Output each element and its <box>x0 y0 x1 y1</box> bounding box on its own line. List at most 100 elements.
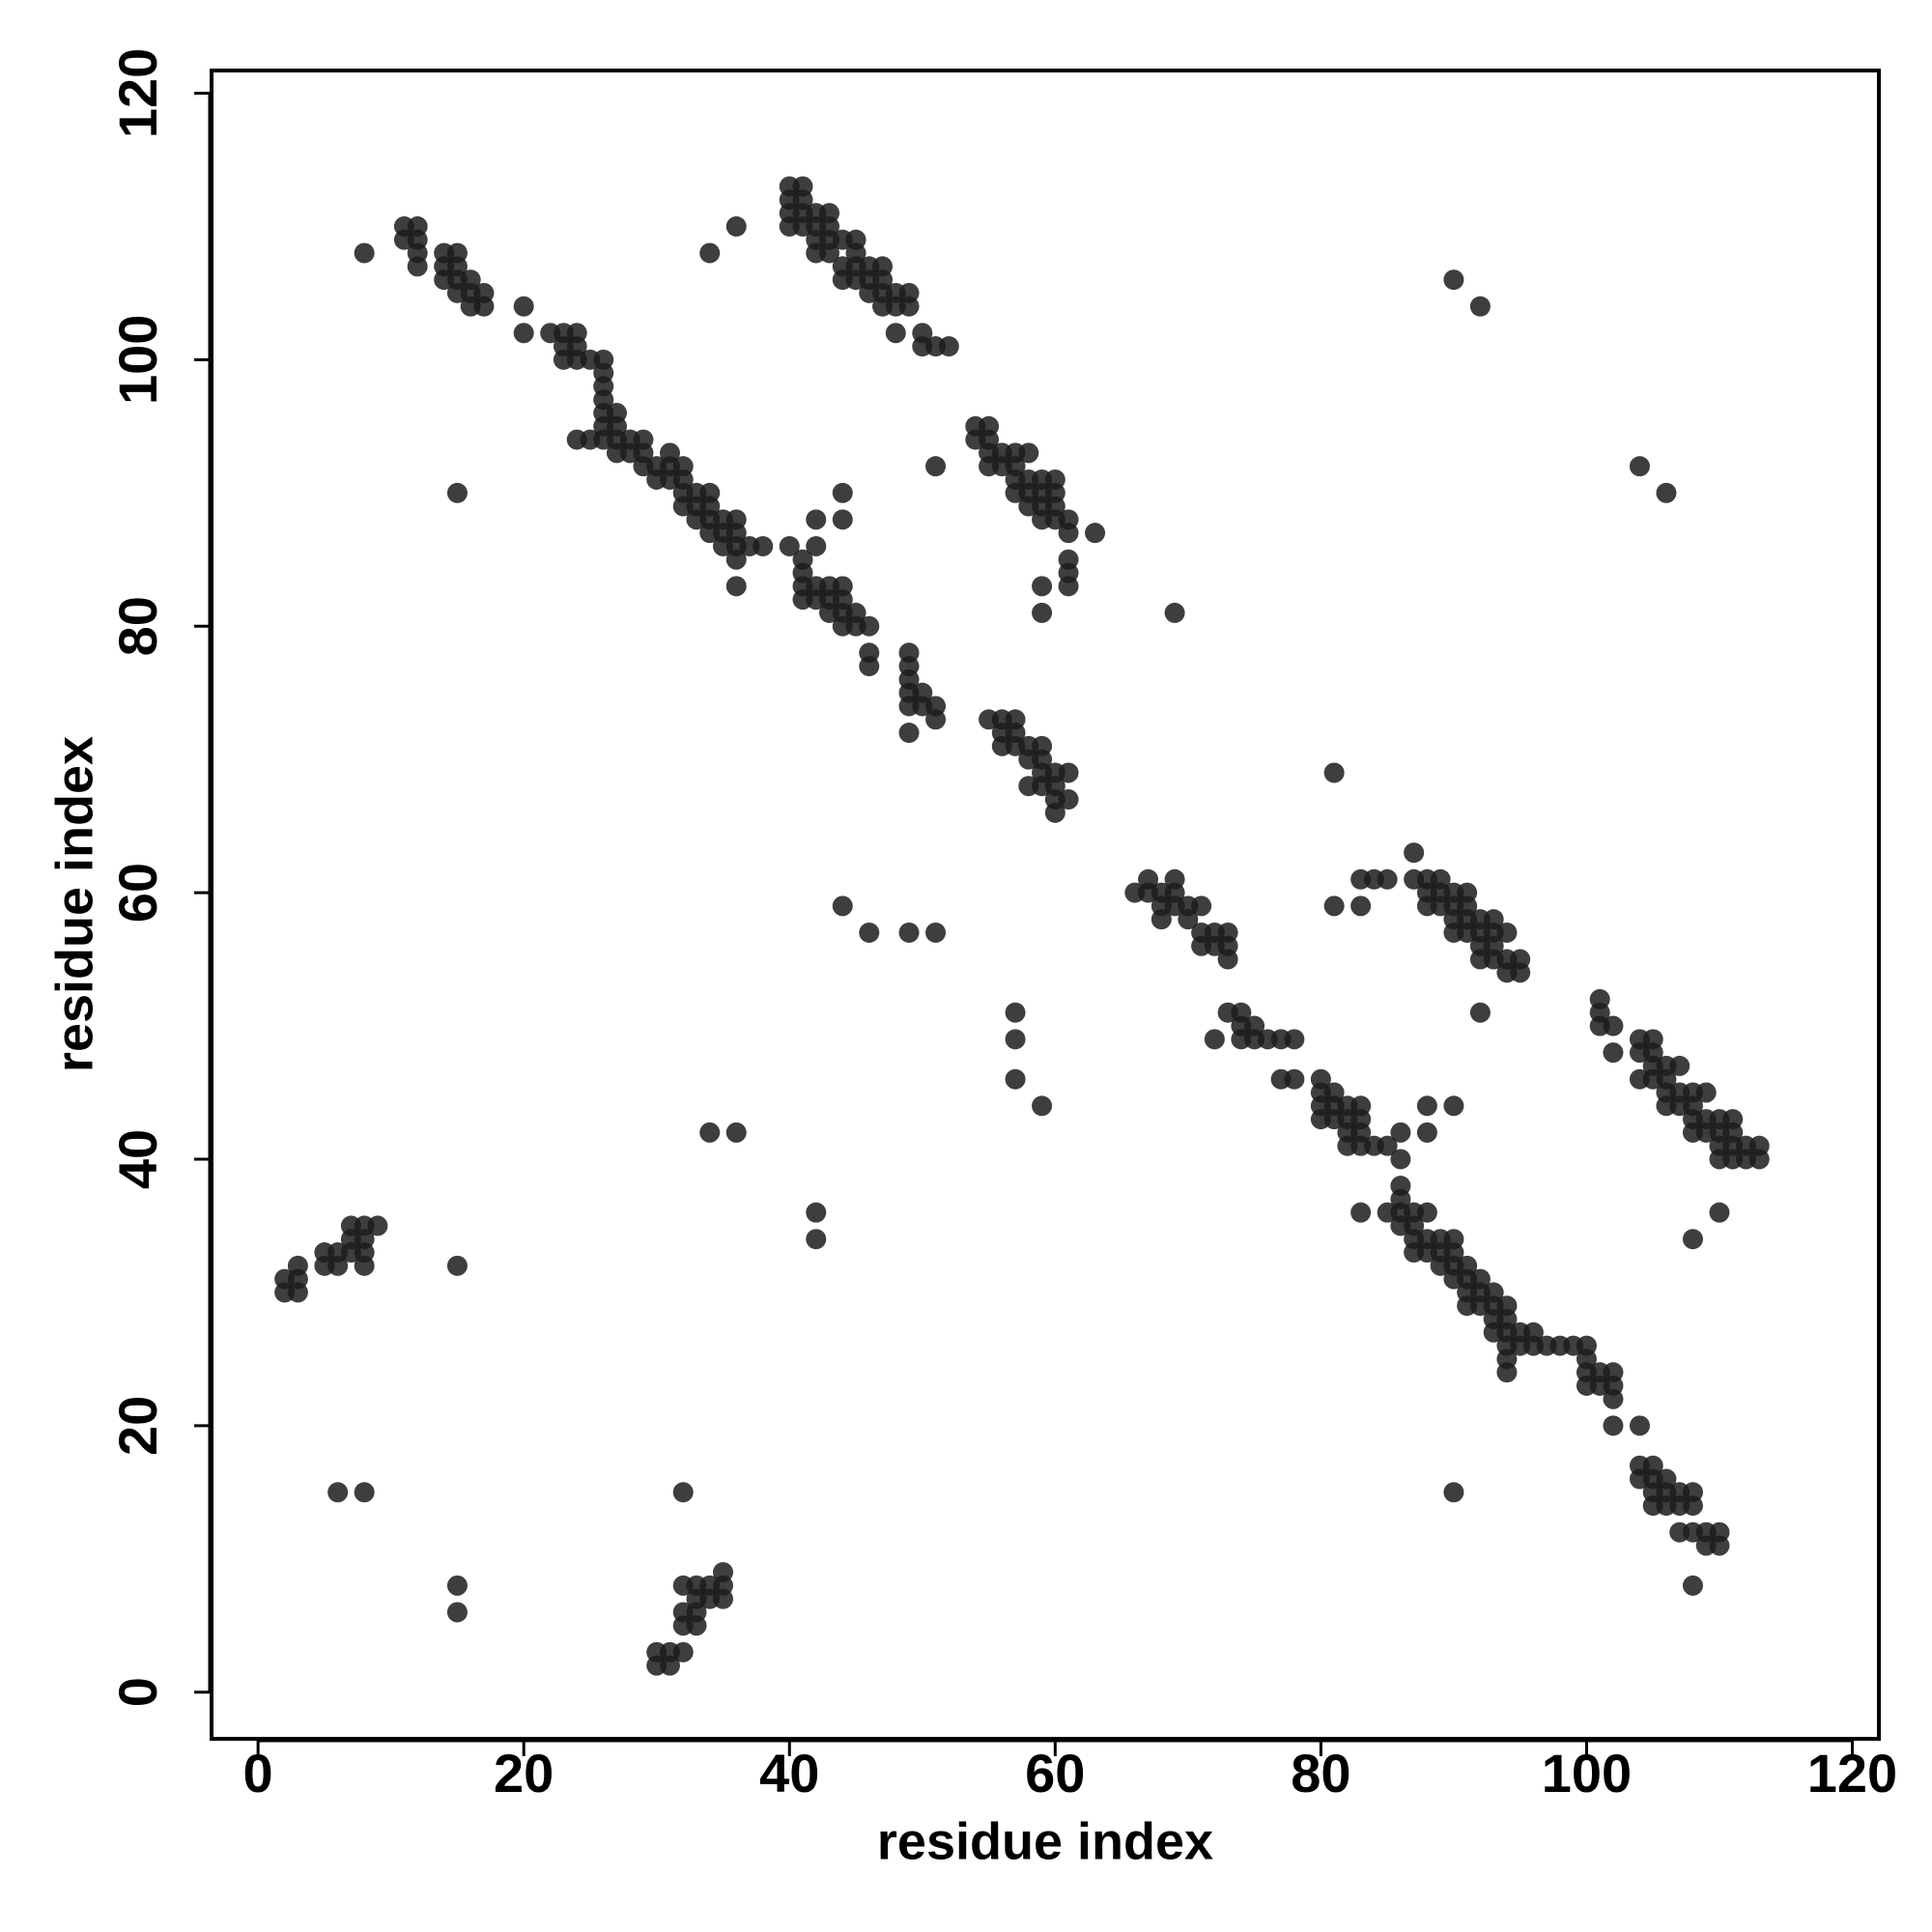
point <box>354 1482 375 1503</box>
point <box>1416 1202 1437 1223</box>
point <box>832 509 853 530</box>
y-tick-label: 40 <box>107 1129 168 1189</box>
point <box>1603 1415 1624 1436</box>
point <box>806 1202 827 1223</box>
point <box>898 723 920 744</box>
y-tick-label: 80 <box>107 596 168 656</box>
point <box>1629 456 1650 477</box>
x-tick-label: 60 <box>1025 1743 1085 1804</box>
point <box>859 922 880 943</box>
point <box>725 549 747 570</box>
point <box>354 1242 375 1264</box>
point <box>1390 1149 1411 1170</box>
x-tick-label: 120 <box>1807 1743 1897 1804</box>
point <box>354 242 375 264</box>
point <box>446 482 468 503</box>
point <box>832 482 853 503</box>
point <box>806 1229 827 1250</box>
point <box>287 1282 308 1303</box>
point <box>446 1602 468 1623</box>
point <box>1603 1042 1624 1064</box>
point <box>1178 909 1199 930</box>
point <box>1377 1135 1398 1156</box>
point <box>367 1215 388 1236</box>
point <box>1005 1029 1026 1050</box>
y-tick-label: 20 <box>107 1396 168 1456</box>
x-tick-label: 100 <box>1542 1743 1632 1804</box>
point <box>806 535 827 556</box>
point <box>513 296 534 317</box>
point <box>712 1562 733 1583</box>
point <box>1350 1202 1372 1223</box>
point <box>832 895 853 917</box>
point <box>446 1575 468 1596</box>
point <box>1032 576 1053 597</box>
x-tick-label: 40 <box>759 1743 819 1804</box>
point <box>1443 270 1464 291</box>
point <box>1323 762 1345 783</box>
x-tick-label: 80 <box>1291 1743 1350 1804</box>
point <box>1443 1482 1464 1503</box>
x-tick-label: 20 <box>494 1743 554 1804</box>
point <box>327 1482 349 1503</box>
point <box>925 709 947 730</box>
y-tick-label: 0 <box>107 1677 168 1707</box>
point <box>779 535 800 556</box>
point <box>1416 1122 1437 1143</box>
point <box>859 656 880 677</box>
point <box>1603 1015 1624 1037</box>
point <box>1085 523 1106 544</box>
point <box>898 296 920 317</box>
point <box>1284 1068 1305 1090</box>
point <box>513 323 534 344</box>
point <box>1510 962 1531 983</box>
point <box>1443 1095 1464 1117</box>
point <box>1284 1029 1305 1050</box>
point <box>1058 523 1079 544</box>
point <box>725 1122 747 1143</box>
point <box>1204 1029 1225 1050</box>
point <box>1709 1535 1730 1556</box>
point <box>925 456 947 477</box>
point <box>1748 1149 1770 1170</box>
point <box>473 296 495 317</box>
y-tick-label: 60 <box>107 863 168 923</box>
point <box>1695 1082 1717 1103</box>
point <box>1005 1068 1026 1090</box>
x-tick-label: 0 <box>243 1743 273 1804</box>
point <box>1390 1122 1411 1143</box>
point <box>925 922 947 943</box>
point <box>938 336 959 357</box>
point <box>1058 789 1079 810</box>
point <box>659 1655 680 1676</box>
point <box>753 535 774 556</box>
y-tick-label: 100 <box>107 315 168 405</box>
point <box>407 256 428 277</box>
point <box>885 323 906 344</box>
point <box>1323 895 1345 917</box>
point <box>1656 482 1677 503</box>
point <box>1709 1202 1730 1223</box>
point <box>672 1482 694 1503</box>
point <box>1496 922 1518 943</box>
point <box>1151 909 1172 930</box>
point <box>1164 602 1185 623</box>
point <box>1603 1388 1624 1409</box>
point <box>1682 1495 1703 1517</box>
point <box>1669 1055 1690 1076</box>
point <box>1629 1415 1650 1436</box>
point <box>1217 949 1238 970</box>
point <box>1044 802 1065 823</box>
point <box>1377 868 1398 890</box>
point <box>859 615 880 637</box>
point <box>699 242 721 264</box>
point <box>1058 762 1079 783</box>
point <box>672 1641 694 1662</box>
point <box>806 509 827 530</box>
point <box>1682 1229 1703 1250</box>
point <box>725 576 747 597</box>
point <box>1032 602 1053 623</box>
point <box>1018 442 1039 464</box>
point <box>1404 842 1425 864</box>
